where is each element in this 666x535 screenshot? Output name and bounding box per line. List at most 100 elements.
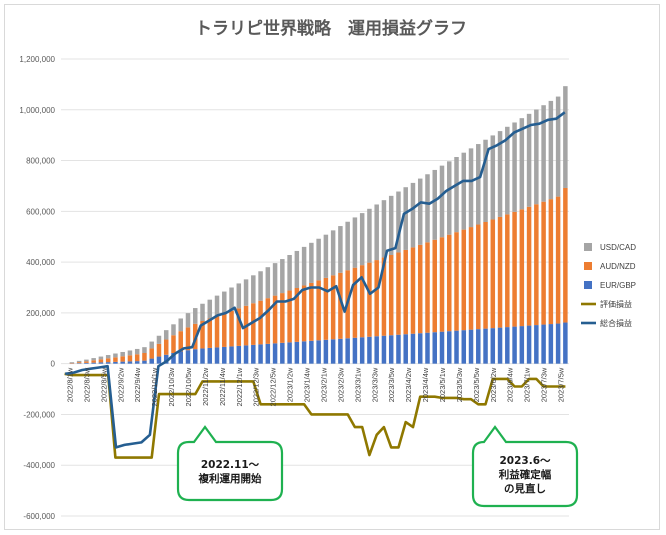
bar-usd-cad — [156, 335, 162, 344]
bar-usd-cad — [497, 131, 503, 217]
bar-aud-nzd — [505, 214, 510, 328]
legend-swatch — [584, 281, 592, 289]
bar-eur-gbp — [345, 338, 350, 364]
bar-usd-cad — [519, 118, 525, 210]
bar-aud-nzd — [251, 303, 256, 345]
bar-aud-nzd — [555, 196, 561, 324]
bar-aud-nzd — [258, 300, 263, 345]
x-tick-label: 2022/12/3w — [252, 367, 261, 406]
bar-eur-gbp — [287, 342, 292, 364]
bar-aud-nzd — [127, 355, 133, 362]
bar-aud-nzd — [454, 232, 459, 331]
callout-text: 2022.11〜 — [201, 459, 260, 471]
x-tick-label: 2022/8/5w — [99, 367, 108, 402]
bar-eur-gbp — [461, 330, 467, 364]
bar-aud-nzd — [229, 310, 234, 347]
bar-usd-cad — [316, 238, 321, 281]
bar-usd-cad — [134, 348, 140, 355]
bar-aud-nzd — [84, 361, 89, 363]
bar-eur-gbp — [193, 349, 198, 364]
bar-usd-cad — [236, 283, 242, 309]
x-tick-label: 2022/9/4w — [133, 367, 142, 402]
bar-aud-nzd — [156, 343, 162, 357]
bar-eur-gbp — [76, 363, 82, 364]
y-tick-label: 1,200,000 — [19, 55, 55, 64]
bar-aud-nzd — [526, 206, 532, 326]
bar-aud-nzd — [338, 272, 343, 339]
bar-usd-cad — [120, 351, 125, 357]
bar-eur-gbp — [548, 324, 554, 364]
bar-eur-gbp — [497, 327, 503, 364]
bar-usd-cad — [323, 234, 329, 278]
bar-eur-gbp — [432, 332, 437, 364]
bar-aud-nzd — [236, 308, 242, 346]
bar-eur-gbp — [207, 347, 213, 364]
x-tick-label: 2023/5/5w — [472, 367, 481, 402]
bar-usd-cad — [447, 161, 452, 235]
bar-usd-cad — [512, 122, 517, 212]
x-tick-label: 2023/3/5w — [387, 367, 396, 402]
bar-eur-gbp — [316, 340, 321, 364]
bar-eur-gbp — [236, 345, 242, 364]
bar-aud-nzd — [388, 255, 394, 336]
y-axis-ticks: 1,200,000 1,000,000 800,000 600,000 400,000 2… — [19, 55, 55, 521]
bar-usd-cad — [534, 109, 539, 205]
bar-aud-nzd — [163, 339, 169, 355]
bar-eur-gbp — [272, 343, 278, 364]
bar-usd-cad — [555, 96, 561, 197]
bar-usd-cad — [526, 113, 532, 207]
bar-eur-gbp — [439, 331, 445, 364]
bar-aud-nzd — [548, 199, 554, 325]
callout-text: 2023.6〜 — [499, 455, 551, 467]
bar-eur-gbp — [84, 362, 89, 364]
bar-usd-cad — [367, 208, 372, 263]
bar-aud-nzd — [113, 357, 118, 362]
bar-usd-cad — [330, 230, 336, 276]
bar-eur-gbp — [214, 347, 220, 364]
bar-usd-cad — [432, 169, 437, 240]
bar-aud-nzd — [432, 239, 437, 333]
bar-usd-cad — [410, 182, 416, 248]
bar-usd-cad — [338, 226, 343, 273]
bar-usd-cad — [185, 313, 191, 328]
bar-usd-cad — [396, 191, 401, 253]
line-評価損益 — [64, 372, 566, 459]
chart-title: トラリピ世界戦略 運用損益グラフ — [195, 18, 467, 39]
callout-text: 利益確定幅 — [499, 468, 552, 481]
bar-eur-gbp — [171, 353, 176, 364]
bar-eur-gbp — [243, 345, 249, 364]
x-tick-label: 2023/2/3w — [336, 367, 345, 402]
bar-eur-gbp — [229, 346, 234, 364]
bar-aud-nzd — [439, 237, 445, 332]
x-tick-label: 2022/11/2w — [201, 367, 210, 406]
x-tick-label: 2022/9/2w — [116, 367, 125, 402]
x-tick-label: 2022/8/3w — [82, 367, 91, 402]
bar-eur-gbp — [309, 340, 314, 364]
bar-usd-cad — [272, 263, 278, 296]
bar-aud-nzd — [69, 362, 75, 364]
bar-aud-nzd — [330, 275, 336, 340]
x-tick-label: 2023/6/4w — [506, 367, 515, 402]
x-tick-label: 2022/8/1w — [65, 367, 74, 402]
bar-usd-cad — [476, 144, 481, 225]
bar-usd-cad — [91, 358, 96, 361]
bar-aud-nzd — [476, 224, 481, 330]
bar-usd-cad — [388, 195, 394, 256]
bar-eur-gbp — [352, 337, 358, 364]
bar-aud-nzd — [98, 359, 104, 363]
legend-label: EUR/GBP — [600, 281, 636, 290]
legend-swatch — [584, 243, 592, 251]
bar-usd-cad — [251, 275, 256, 304]
x-tick-label: 2023/7/5w — [557, 367, 566, 402]
bar-eur-gbp — [222, 346, 227, 364]
y-tick-label: 0 — [51, 360, 56, 369]
bar-eur-gbp — [258, 344, 263, 364]
bar-eur-gbp — [367, 336, 372, 364]
bar-aud-nzd — [425, 242, 430, 333]
x-tick-label: 2022/12/1w — [235, 367, 244, 406]
bar-aud-nzd — [447, 234, 452, 332]
bar-aud-nzd — [280, 293, 285, 343]
bar-eur-gbp — [563, 322, 568, 364]
